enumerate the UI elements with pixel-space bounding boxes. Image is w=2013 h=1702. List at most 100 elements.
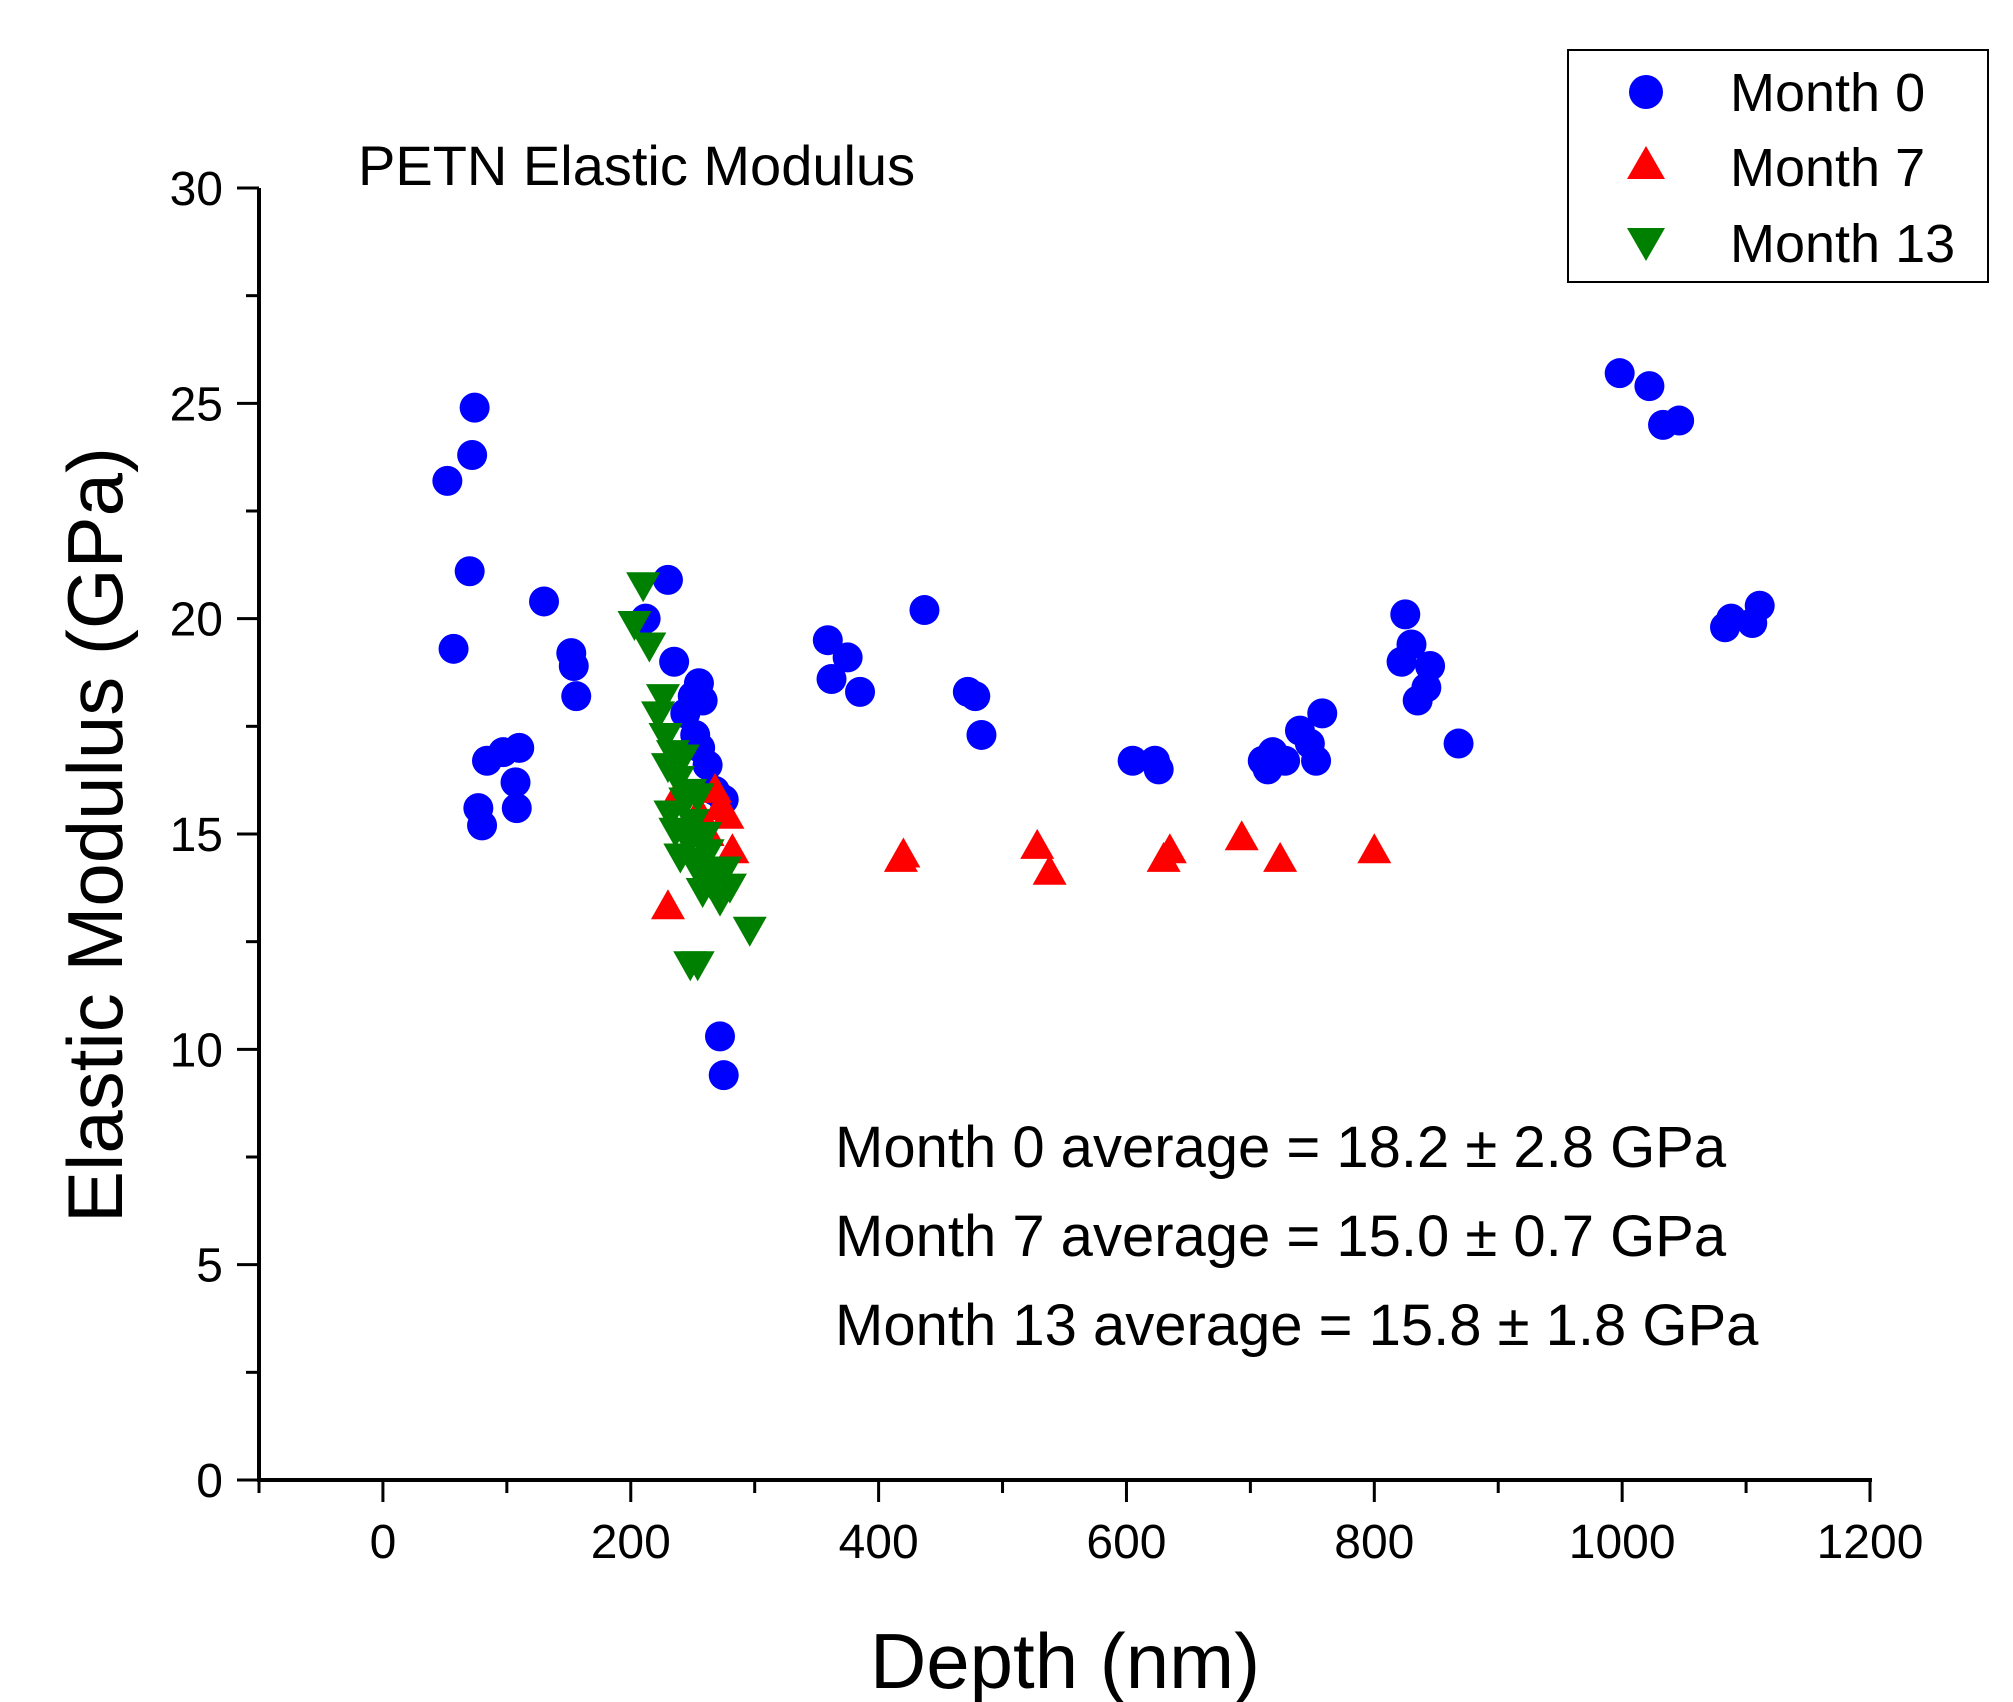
data-point-month-0: [704, 1021, 735, 1052]
data-point-month-0: [500, 767, 531, 798]
data-point-month-0: [845, 676, 876, 707]
x-ticks: 0 200 400 600 800 1000 1200: [257, 1480, 1924, 1569]
data-point-month-13: [680, 951, 715, 982]
x-tick-label: 1200: [1817, 1516, 1924, 1569]
data-point-month-13: [732, 916, 767, 947]
data-point-month-13: [617, 610, 652, 641]
data-point-month-0: [909, 595, 940, 626]
data-point-month-0: [708, 1060, 739, 1091]
legend-label-month-7: Month 7: [1730, 138, 1925, 198]
x-tick-label: 0: [370, 1516, 397, 1569]
data-point-month-0: [1443, 728, 1474, 759]
legend-marker-month-7: [1627, 146, 1665, 179]
data-point-month-7: [1020, 828, 1055, 859]
annotations: Month 0 average = 18.2 ± 2.8 GPa Month 7…: [835, 1115, 1759, 1358]
axes: 0 200 400 600 800 1000 1200 0 5 10 15 20 25 30: [170, 163, 1924, 1569]
data-point-month-13: [641, 701, 676, 732]
x-tick-label: 1000: [1569, 1516, 1676, 1569]
legend-marker-month-13: [1627, 228, 1665, 261]
data-point-month-0: [561, 681, 592, 712]
data-point-month-13: [688, 822, 723, 852]
annotation-month-0-average: Month 0 average = 18.2 ± 2.8 GPa: [835, 1115, 1727, 1180]
data-point-month-0: [1143, 754, 1174, 785]
data-point-month-7: [886, 837, 921, 868]
legend: Month 0 Month 7 Month 13: [1567, 49, 1989, 283]
y-tick-label: 20: [170, 594, 223, 647]
data-point-month-0: [812, 625, 843, 656]
series-month-13: [617, 572, 767, 982]
data-point-month-0: [960, 681, 991, 712]
data-point-month-7: [710, 798, 745, 829]
series-month-7: [650, 772, 1392, 920]
data-point-month-0: [1415, 651, 1446, 682]
data-point-month-0: [454, 556, 485, 587]
data-points: [432, 358, 1775, 1091]
data-point-month-13: [690, 839, 725, 870]
data-point-month-0: [438, 633, 469, 664]
series-month-0: [432, 358, 1775, 1091]
data-point-month-0: [652, 564, 683, 595]
data-point-month-7: [1032, 854, 1067, 885]
y-tick-label: 0: [196, 1455, 223, 1508]
data-point-month-0: [457, 440, 488, 471]
data-point-month-13: [626, 572, 661, 603]
data-point-month-7: [1357, 833, 1392, 864]
data-point-month-0: [1117, 745, 1148, 776]
x-tick-label: 400: [839, 1516, 919, 1569]
data-point-month-0: [692, 750, 723, 781]
data-point-month-0: [1390, 599, 1421, 630]
data-point-month-0: [1664, 405, 1695, 436]
data-point-month-0: [832, 642, 863, 673]
data-point-month-13: [707, 856, 742, 887]
data-point-month-0: [529, 586, 560, 617]
data-point-month-13: [712, 873, 747, 904]
data-point-month-0: [432, 465, 463, 496]
data-point-month-0: [501, 793, 532, 824]
data-point-month-0: [504, 732, 535, 763]
data-point-month-13: [665, 744, 700, 775]
data-point-month-7: [650, 889, 685, 920]
legend-marker-month-0: [1629, 75, 1663, 109]
data-point-month-0: [1744, 590, 1775, 621]
data-point-month-0: [1396, 629, 1427, 660]
data-point-month-7: [715, 833, 750, 864]
data-point-month-0: [966, 719, 997, 750]
x-tick-label: 800: [1334, 1516, 1414, 1569]
data-point-month-0: [816, 663, 847, 694]
data-point-month-0: [459, 392, 490, 423]
chart-title: PETN Elastic Modulus: [358, 134, 915, 197]
data-point-month-0: [1301, 745, 1332, 776]
data-point-month-13: [632, 632, 667, 663]
data-point-month-0: [467, 810, 498, 841]
y-ticks: 0 5 10 15 20 25 30: [170, 163, 259, 1508]
annotation-month-13-average: Month 13 average = 15.8 ± 1.8 GPa: [835, 1293, 1759, 1358]
legend-item-month-7: Month 7: [1627, 138, 1925, 198]
legend-label-month-13: Month 13: [1730, 214, 1955, 274]
data-point-month-0: [1307, 698, 1338, 729]
y-tick-label: 5: [196, 1240, 223, 1293]
y-tick-label: 10: [170, 1024, 223, 1077]
data-point-month-0: [1604, 358, 1635, 389]
data-point-month-0: [1634, 371, 1665, 402]
data-point-month-13: [645, 684, 680, 715]
data-point-month-13: [653, 800, 688, 831]
data-point-month-0: [558, 651, 589, 682]
y-axis-title: Elastic Modulus (GPa): [51, 447, 139, 1223]
data-point-month-7: [1152, 833, 1187, 864]
y-tick-label: 25: [170, 378, 223, 431]
x-tick-label: 200: [591, 1516, 671, 1569]
data-point-month-0: [659, 646, 690, 677]
y-tick-label: 30: [170, 163, 223, 216]
x-tick-label: 600: [1086, 1516, 1166, 1569]
y-tick-label: 15: [170, 809, 223, 862]
legend-item-month-0: Month 0: [1629, 63, 1925, 123]
data-point-month-13: [648, 722, 683, 753]
legend-item-month-13: Month 13: [1627, 214, 1955, 274]
annotation-month-7-average: Month 7 average = 15.0 ± 0.7 GPa: [835, 1204, 1727, 1269]
data-point-month-7: [1263, 841, 1298, 872]
data-point-month-0: [1270, 745, 1301, 776]
x-axis-title: Depth (nm): [870, 1617, 1260, 1702]
legend-label-month-0: Month 0: [1730, 63, 1925, 123]
data-point-month-13: [680, 783, 715, 814]
